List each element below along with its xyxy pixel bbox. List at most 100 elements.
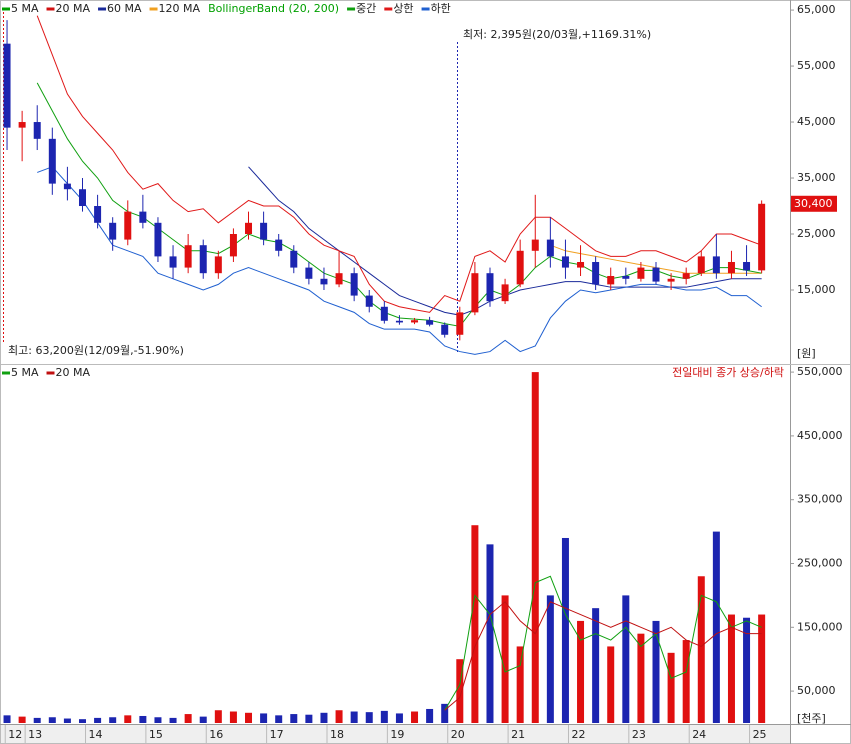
candle-body (139, 211, 147, 223)
price-unit: [원] (797, 347, 816, 360)
volume-bar (637, 633, 645, 723)
volume-bar (486, 544, 494, 723)
volume-bar (214, 710, 222, 723)
legend-label: 5 MA (11, 2, 39, 15)
candle-body (501, 284, 509, 302)
candle-body (380, 306, 388, 321)
candle-body (471, 273, 479, 313)
candle-body (486, 273, 494, 302)
candle-body (78, 189, 86, 207)
candle-body (63, 183, 71, 190)
volume-bar (712, 531, 720, 723)
indicator-line (37, 166, 762, 355)
volume-bar (229, 711, 237, 723)
volume-bar (380, 710, 388, 723)
legend-label: 하한 (431, 1, 451, 15)
candle-body (697, 256, 705, 274)
candle-body (652, 267, 660, 282)
y-tick-label: 45,000 (797, 115, 836, 128)
x-tick-label: 25 (753, 728, 767, 741)
candle-body (758, 203, 766, 271)
legend-label: BollingerBand (20, 200) (208, 2, 339, 15)
legend-label: 20 MA (56, 366, 91, 379)
volume-bar (682, 640, 690, 723)
y-tick-label: 150,000 (797, 620, 843, 633)
volume-bar (411, 711, 419, 723)
volume-bar (652, 620, 660, 723)
candle-body (3, 43, 11, 128)
x-tick-label: 16 (209, 728, 223, 741)
y-tick-label: 450,000 (797, 429, 843, 442)
candle-body (682, 273, 690, 279)
candle-body (169, 256, 177, 268)
volume-bar (607, 646, 615, 723)
volume-bar (592, 608, 600, 723)
x-tick-label: 24 (692, 728, 706, 741)
high-annotation: 최고: 63,200원(12/09월,-51.90%) (8, 344, 184, 357)
x-axis-band (1, 725, 790, 743)
volume-bar (667, 652, 675, 723)
candle-body (667, 278, 675, 282)
candle-body (33, 122, 41, 139)
volume-bar (577, 620, 585, 723)
volume-bar (245, 712, 253, 723)
candle-body (531, 239, 539, 251)
candle-body (607, 275, 615, 285)
volume-bar (471, 525, 479, 723)
candle-body (335, 273, 343, 285)
candle-body (637, 267, 645, 279)
volume-bar (516, 646, 524, 723)
volume-bar (154, 717, 162, 723)
volume-bar (501, 595, 509, 723)
volume-bar (169, 717, 177, 723)
candle-body (245, 222, 253, 235)
candle-body (727, 261, 735, 274)
volume-bar (290, 714, 298, 723)
candle-body (516, 250, 524, 285)
candle-body (305, 267, 313, 279)
volume-ma-line (444, 575, 762, 711)
last-price-box (791, 195, 837, 212)
candle-body (184, 245, 192, 268)
volume-bar (395, 713, 403, 723)
volume-bar (109, 717, 117, 723)
volume-bar (531, 372, 539, 723)
candle-body (18, 122, 26, 128)
y-tick-label: 50,000 (797, 684, 836, 697)
volume-bar (184, 714, 192, 723)
candle-body (260, 222, 268, 240)
volume-bar (441, 703, 449, 723)
volume-bar (727, 614, 735, 723)
y-tick-label: 25,000 (797, 227, 836, 240)
candle-body (350, 273, 358, 296)
legend-label: 60 MA (107, 2, 142, 15)
legend-label: 20 MA (56, 2, 91, 15)
candle-body (214, 256, 222, 274)
legend-label: 5 MA (11, 366, 39, 379)
volume-bar (350, 711, 358, 723)
volume-bar (124, 715, 132, 723)
y-tick-label: 55,000 (797, 59, 836, 72)
volume-bar (622, 595, 630, 723)
x-tick-label: 19 (390, 728, 404, 741)
candle-body (411, 320, 419, 323)
volume-bar (697, 576, 705, 723)
candle-body (577, 261, 585, 268)
y-tick-label: 35,000 (797, 171, 836, 184)
volume-bar (63, 718, 71, 723)
x-tick-label: 21 (511, 728, 525, 741)
x-tick-label: 15 (149, 728, 163, 741)
volume-bar (3, 715, 11, 723)
price-plot (3, 15, 766, 355)
candle-body (561, 256, 569, 268)
candle-body (743, 261, 751, 271)
volume-bar (758, 614, 766, 723)
candle-body (290, 250, 298, 268)
y-tick-label: 550,000 (797, 365, 843, 378)
volume-bar (743, 617, 751, 723)
volume-bar (48, 717, 56, 723)
legend-label: 120 MA (159, 2, 201, 15)
